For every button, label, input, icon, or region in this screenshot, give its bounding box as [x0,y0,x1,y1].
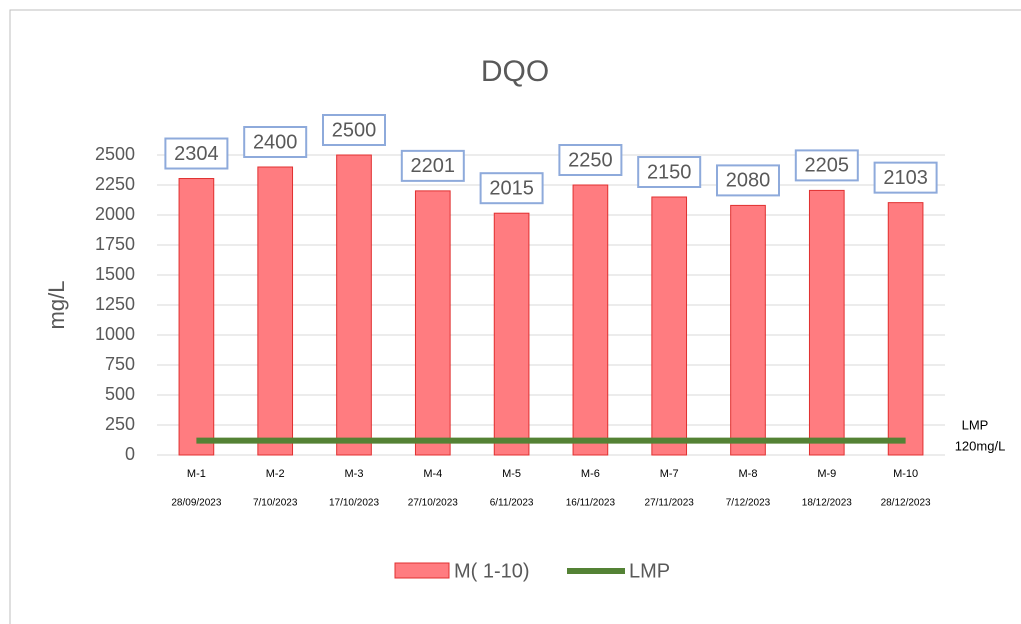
y-tick-label: 500 [105,384,135,404]
bar [808,189,845,456]
x-tick-date: 6/11/2023 [490,498,534,509]
value-label: 2400 [253,131,298,153]
bar [493,212,530,456]
x-tick-label: M-9 [817,468,836,480]
x-tick-label: M-1 [187,468,206,480]
legend-label: LMP [629,560,670,582]
y-tick-label: 2500 [95,144,135,164]
x-tick-label: M-10 [893,468,918,480]
x-tick-label: M-6 [581,468,600,480]
bar [414,190,451,456]
value-label: 2205 [805,155,850,177]
y-tick-label: 1250 [95,294,135,314]
y-tick-label: 250 [105,414,135,434]
y-tick-label: 0 [125,444,135,464]
x-tick-label: M-2 [266,468,285,480]
x-tick-date: 18/12/2023 [802,498,852,509]
y-tick-label: 2000 [95,204,135,224]
value-label-box [479,172,544,205]
x-tick-label: M-7 [660,468,679,480]
bar [730,204,766,456]
annotation: LMP [962,417,989,432]
bar [572,184,609,456]
value-label-box [400,149,465,182]
x-tick-label: M-5 [502,468,521,480]
bar [336,154,372,456]
x-tick-date: 17/10/2023 [329,498,379,509]
y-tick-label: 2250 [95,174,135,194]
value-label-box [794,149,859,182]
value-label: 2250 [568,149,613,171]
value-label: 2150 [647,161,692,183]
x-tick-label: M-3 [345,468,364,480]
x-tick-date: 7/12/2023 [726,498,771,509]
x-tick-date: 16/11/2023 [566,498,616,509]
value-label: 2103 [883,167,928,189]
x-tick-date: 7/10/2023 [253,498,298,509]
bar [257,166,294,456]
x-tick-date: 27/11/2023 [645,498,695,509]
y-tick-label: 750 [105,354,135,374]
bar [651,196,688,456]
value-label-box [243,126,308,158]
x-tick-date: 27/10/2023 [408,498,458,509]
y-tick-label: 1000 [95,324,135,344]
value-label-box [322,114,386,146]
x-tick-label: M-8 [739,468,758,480]
y-tick-label: 1500 [95,264,135,284]
annotation: 120mg/L [955,438,1006,453]
value-label-box [637,156,702,188]
x-tick-date: 28/12/2023 [881,498,931,509]
value-label-box [873,161,938,194]
y-axis-label: mg/L [44,281,69,330]
value-label: 2201 [411,155,456,177]
value-label: 2015 [489,177,534,199]
legend-swatch [394,562,450,579]
chart-title: DQO [481,55,549,88]
value-label-box [558,144,623,176]
value-label: 2304 [174,143,219,165]
value-label-box [716,164,780,197]
legend-label: M( 1-10) [454,560,530,582]
bar [178,178,215,456]
value-label: 2080 [726,170,771,192]
bar [887,202,924,456]
y-tick-label: 1750 [95,234,135,254]
value-label: 2500 [332,119,377,141]
x-tick-label: M-4 [423,468,442,480]
value-label-box [164,137,229,170]
x-tick-date: 28/09/2023 [171,498,221,509]
